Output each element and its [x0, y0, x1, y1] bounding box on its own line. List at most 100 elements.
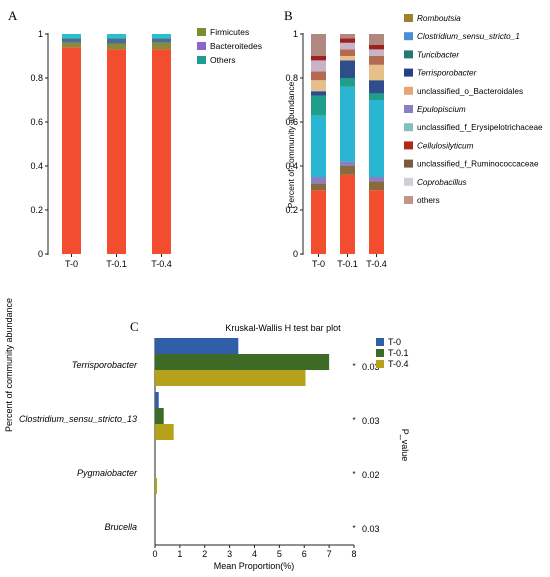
category-label: Terrisporobacter	[72, 360, 138, 370]
legend-label: Clostridium_sensu_stricto_1	[417, 32, 520, 41]
legend-label: Bacteroitedes	[210, 41, 262, 51]
legend-swatch	[376, 338, 384, 346]
legend-label: Epulopiscium	[417, 105, 466, 114]
legend-swatch	[404, 32, 413, 41]
bar-segment	[311, 91, 326, 96]
legend-swatch	[404, 86, 413, 95]
legend-label: Turicibacter	[417, 50, 459, 59]
y-tick-label: 0.4	[285, 161, 298, 171]
bar-segment	[340, 174, 355, 254]
panel-b-legend: Romboutsia Clostridium_sensu_stricto_1 Tur…	[404, 14, 543, 205]
bar-segment	[340, 34, 355, 39]
bar-segment	[369, 56, 384, 65]
panel-a-x-labels: T-0 T-0.1 T-0.4	[65, 254, 172, 269]
legend-swatch	[404, 68, 413, 77]
p-value-marker: *	[352, 362, 355, 371]
bar-segment	[311, 34, 326, 56]
panel-a-legend: Firmicutes Bacteroitedes Others	[197, 27, 262, 65]
p-value-label: 0.03	[362, 524, 380, 534]
x-tick-label: 5	[277, 549, 282, 559]
panel-c-category-labels: Terrisporobacter Clostridium_sensu_strict…	[19, 360, 138, 532]
panel-c-p-values: * 0.03 * 0.03 * 0.02 * 0.03	[352, 362, 379, 534]
legend-swatch	[197, 28, 206, 36]
p-value-label: 0.03	[362, 362, 380, 372]
legend-label: Others	[210, 55, 236, 65]
legend-label: Cellulosilyticum	[417, 141, 474, 150]
panel-b-x-labels: T-0 T-0.1 T-0.4	[312, 254, 387, 269]
bar-segment	[152, 42, 171, 50]
y-tick-label: 0.6	[285, 117, 298, 127]
x-tick-label: 8	[351, 549, 356, 559]
panel-c-xlabel: Mean Proportion(%)	[214, 561, 295, 571]
x-tick-label: 0	[152, 549, 157, 559]
bar-segment	[311, 115, 326, 177]
legend-label: T-0.4	[388, 359, 409, 369]
x-tick-label: 4	[252, 549, 257, 559]
bar-segment	[340, 161, 355, 166]
bar-segment	[62, 38, 81, 43]
legend-swatch	[197, 56, 206, 64]
legend-swatch	[404, 177, 413, 186]
legend-label: unclassified_o_Bacteroidales	[417, 87, 523, 96]
bar-segment	[311, 183, 326, 191]
legend-label: Firmicutes	[210, 27, 249, 37]
bar	[155, 424, 174, 440]
bar-segment	[340, 38, 355, 43]
y-tick-label: 0	[293, 249, 298, 259]
y-tick-label: 0.2	[285, 205, 298, 215]
legend-label: T-0	[388, 337, 401, 347]
bar-segment	[340, 166, 355, 175]
panel-b-y-ticks: 0 0.2 0.4 0.6 0.8 1	[285, 29, 303, 259]
panel-b-letter: B	[284, 8, 293, 23]
bar-segment	[311, 190, 326, 254]
bar	[155, 354, 330, 370]
bar-segment	[107, 38, 126, 44]
legend-label: Coprobacillus	[417, 178, 467, 187]
category-label: Brucella	[104, 522, 137, 532]
bar-segment	[340, 56, 355, 61]
bar-segment	[152, 38, 171, 43]
panel-c-title: Kruskal-Wallis H test bar plot	[225, 323, 341, 333]
bar-segment	[369, 64, 384, 81]
p-value-marker: *	[352, 470, 355, 479]
panel-b-bars	[311, 34, 384, 254]
y-tick-label: 0	[38, 249, 43, 259]
legend-swatch	[404, 50, 413, 59]
legend-swatch	[376, 349, 384, 357]
bar-segment	[340, 42, 355, 50]
bar-segment	[107, 34, 126, 39]
bar-segment	[107, 43, 126, 50]
legend-label: T-0.1	[388, 348, 409, 358]
bar-segment	[369, 45, 384, 50]
bar-segment	[62, 34, 81, 39]
legend-swatch	[404, 105, 413, 113]
bar-segment	[340, 49, 355, 56]
bar-segment	[340, 86, 355, 162]
panel-a-bars	[62, 34, 171, 255]
p-value-marker: *	[352, 524, 355, 533]
y-tick-label: 0.8	[285, 73, 298, 83]
panel-a-ylabel: Percent of community abundance	[4, 298, 14, 432]
legend-swatch	[404, 141, 413, 150]
x-tick-label: 3	[227, 549, 232, 559]
x-tick-label: 7	[327, 549, 332, 559]
panel-c: C Kruskal-Wallis H test bar plot 0 1 2 3 4 5 6…	[19, 319, 410, 571]
bar-segment	[369, 49, 384, 56]
bar-segment	[311, 80, 326, 92]
legend-swatch	[404, 14, 413, 22]
legend-swatch	[376, 360, 384, 368]
y-tick-label: 0.8	[30, 73, 43, 83]
bar	[155, 338, 239, 354]
bar-segment	[369, 100, 384, 177]
bar-segment	[369, 93, 384, 100]
p-value-label: 0.02	[362, 470, 380, 480]
legend-label: unclassified_f_Ruminococcaceae	[417, 160, 539, 169]
bar-segment	[152, 49, 171, 255]
p-value-label: 0.03	[362, 416, 380, 426]
panel-c-letter: C	[130, 319, 139, 334]
bar-segment	[369, 80, 384, 94]
bar-segment	[311, 95, 326, 116]
bar-segment	[62, 42, 81, 48]
y-tick-label: 1	[38, 29, 43, 39]
